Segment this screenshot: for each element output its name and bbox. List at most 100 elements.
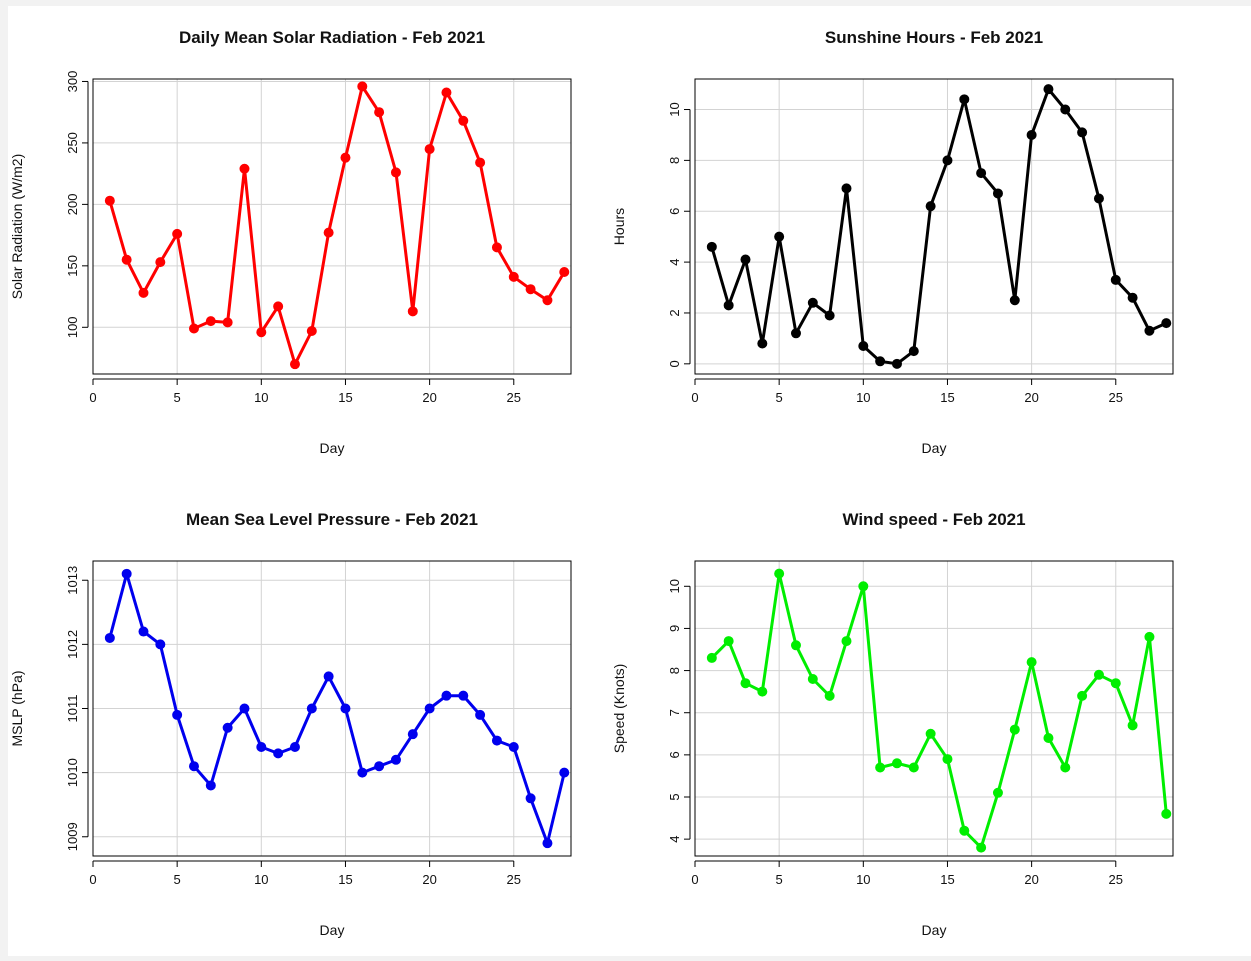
x-tick-label: 5 (174, 390, 181, 405)
data-point (323, 671, 334, 682)
data-point (239, 163, 250, 174)
data-point (1093, 193, 1104, 204)
data-point (824, 690, 835, 701)
data-point (289, 359, 300, 370)
data-point (774, 568, 785, 579)
data-point (942, 155, 953, 166)
y-tick-label: 6 (667, 751, 682, 758)
data-point (441, 87, 452, 98)
data-point (740, 254, 751, 265)
data-point (891, 758, 902, 769)
chart-title: Daily Mean Solar Radiation - Feb 2021 (179, 28, 485, 47)
data-point (1043, 733, 1054, 743)
chart-title: Sunshine Hours - Feb 2021 (825, 28, 1043, 47)
x-tick-label: 25 (1109, 872, 1123, 887)
data-point (138, 626, 149, 637)
x-tick-label: 15 (338, 872, 352, 887)
y-tick-label: 300 (65, 71, 80, 93)
data-point (155, 257, 166, 268)
data-point (104, 632, 115, 643)
figure: 0 5 10 15 20 25 100 150 200 250 300 Daily Mean Sola… (8, 6, 1251, 956)
data-point (273, 748, 284, 759)
data-point (256, 741, 267, 752)
data-point (525, 284, 536, 295)
data-point (155, 639, 166, 650)
chart-title: Wind speed - Feb 2021 (842, 510, 1025, 529)
data-point (289, 741, 300, 752)
data-point (774, 231, 785, 242)
data-point (441, 690, 452, 701)
data-point (1077, 127, 1088, 138)
data-point (357, 767, 368, 778)
y-axis-label: Hours (611, 208, 627, 245)
data-point (706, 241, 717, 252)
data-point (1093, 669, 1104, 680)
x-tick-label: 20 (1024, 390, 1038, 405)
x-tick-label: 5 (174, 872, 181, 887)
data-point (925, 728, 936, 739)
data-point (1009, 724, 1020, 735)
data-point (706, 652, 717, 663)
x-axis-label: Day (922, 922, 947, 938)
data-point (306, 703, 317, 714)
y-tick-label: 0 (667, 360, 682, 367)
data-point (138, 287, 149, 298)
y-tick-label: 6 (667, 208, 682, 215)
data-point (1110, 678, 1121, 689)
data-point (723, 636, 734, 647)
data-point (508, 741, 519, 752)
y-tick-label: 8 (667, 667, 682, 674)
data-point (424, 144, 435, 155)
chart-title: Mean Sea Level Pressure - Feb 2021 (186, 510, 478, 529)
x-tick-label: 10 (856, 872, 870, 887)
data-point (323, 227, 334, 238)
x-tick-label: 0 (89, 872, 96, 887)
series-line (710, 572, 1168, 850)
data-point (1161, 808, 1172, 819)
chart-2: 0 5 10 15 20 25 0 2 4 6 8 10 Sunshine Hours - Feb 20… (611, 28, 1174, 456)
x-tick-label: 20 (422, 872, 436, 887)
data-point (542, 295, 553, 306)
data-point (891, 358, 902, 369)
data-point (374, 761, 385, 772)
y-tick-label: 4 (667, 836, 682, 843)
x-axis-label: Day (320, 440, 345, 456)
y-tick-label: 5 (667, 793, 682, 800)
x-tick-label: 20 (422, 390, 436, 405)
data-point (340, 703, 351, 714)
data-point (1144, 325, 1155, 336)
data-point (205, 316, 216, 327)
data-point (908, 762, 919, 773)
data-point (908, 346, 919, 357)
x-tick-label: 15 (940, 390, 954, 405)
data-point (390, 754, 401, 765)
data-point (121, 568, 132, 579)
data-point (205, 780, 216, 791)
data-point (841, 183, 852, 194)
data-point (757, 686, 768, 697)
data-point (992, 787, 1003, 798)
y-tick-label: 1009 (65, 822, 80, 851)
data-point (222, 722, 233, 733)
data-point (1009, 295, 1020, 306)
data-point (992, 188, 1003, 199)
x-tick-label: 0 (89, 390, 96, 405)
data-point (121, 254, 132, 265)
data-point (172, 709, 183, 720)
data-point (858, 341, 869, 352)
data-point (222, 317, 233, 328)
x-tick-label: 25 (507, 390, 521, 405)
data-point (188, 761, 199, 772)
data-point (508, 271, 519, 282)
x-tick-label: 5 (776, 872, 783, 887)
x-tick-label: 10 (856, 390, 870, 405)
y-tick-label: 200 (65, 194, 80, 216)
chart-1: 0 5 10 15 20 25 100 150 200 250 300 Daily Mean Sola… (9, 28, 572, 456)
data-point (925, 201, 936, 212)
y-tick-label: 1013 (65, 566, 80, 595)
data-point (1026, 657, 1037, 668)
data-point (1110, 274, 1121, 285)
y-tick-label: 10 (667, 102, 682, 116)
x-tick-label: 5 (776, 390, 783, 405)
